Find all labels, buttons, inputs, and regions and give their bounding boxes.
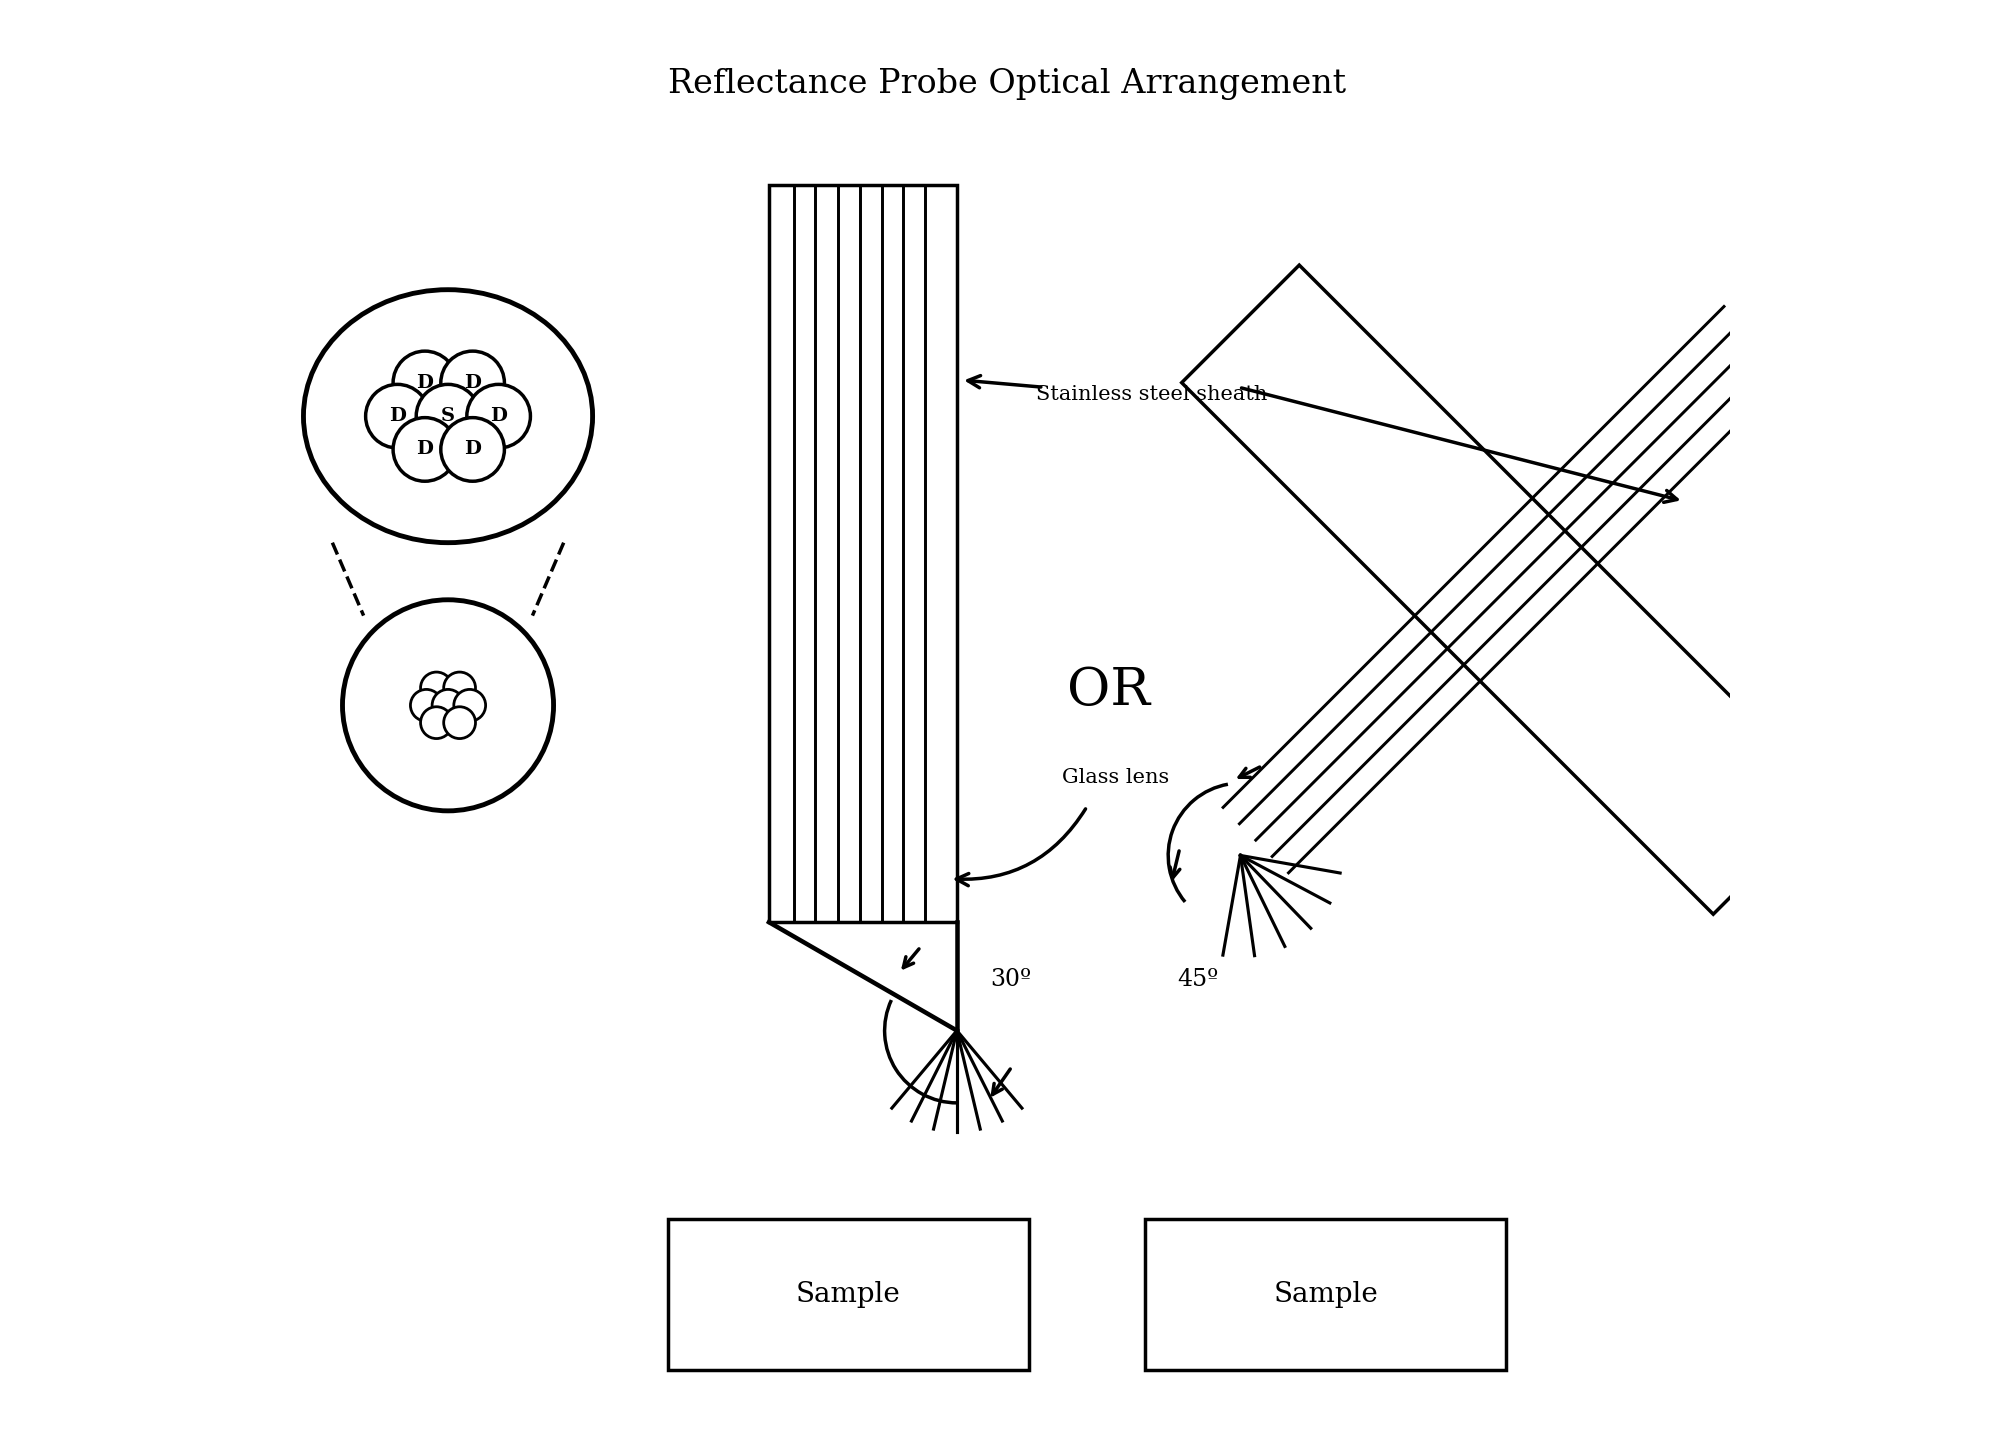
Bar [1144,1218,1506,1370]
Circle shape [393,417,457,481]
Text: D: D [463,374,481,393]
Text: Sample: Sample [1273,1281,1378,1309]
Text: 45º: 45º [1176,968,1218,992]
Circle shape [421,672,451,704]
Circle shape [393,350,457,414]
Circle shape [421,707,451,739]
Text: D: D [417,441,433,458]
Polygon shape [1180,265,1831,915]
Text: Stainless steel sheath: Stainless steel sheath [1035,385,1267,404]
Text: 30º: 30º [989,968,1031,992]
Text: D: D [463,441,481,458]
Bar [667,1218,1029,1370]
Ellipse shape [304,289,592,542]
Circle shape [441,417,504,481]
Circle shape [431,689,463,721]
Text: Glass lens: Glass lens [1061,768,1168,787]
Circle shape [441,350,504,414]
Text: D: D [489,407,508,425]
Bar [769,185,957,922]
Circle shape [411,689,441,721]
Circle shape [417,384,479,448]
Text: Sample: Sample [796,1281,900,1309]
Text: D: D [417,374,433,393]
Circle shape [453,689,485,721]
Circle shape [443,707,475,739]
Text: OR: OR [1067,666,1150,717]
Circle shape [365,384,429,448]
Text: Reflectance Probe Optical Arrangement: Reflectance Probe Optical Arrangement [669,68,1345,100]
Text: D: D [389,407,405,425]
Circle shape [467,384,530,448]
Circle shape [443,672,475,704]
Circle shape [342,601,554,811]
Text: S: S [441,407,455,425]
